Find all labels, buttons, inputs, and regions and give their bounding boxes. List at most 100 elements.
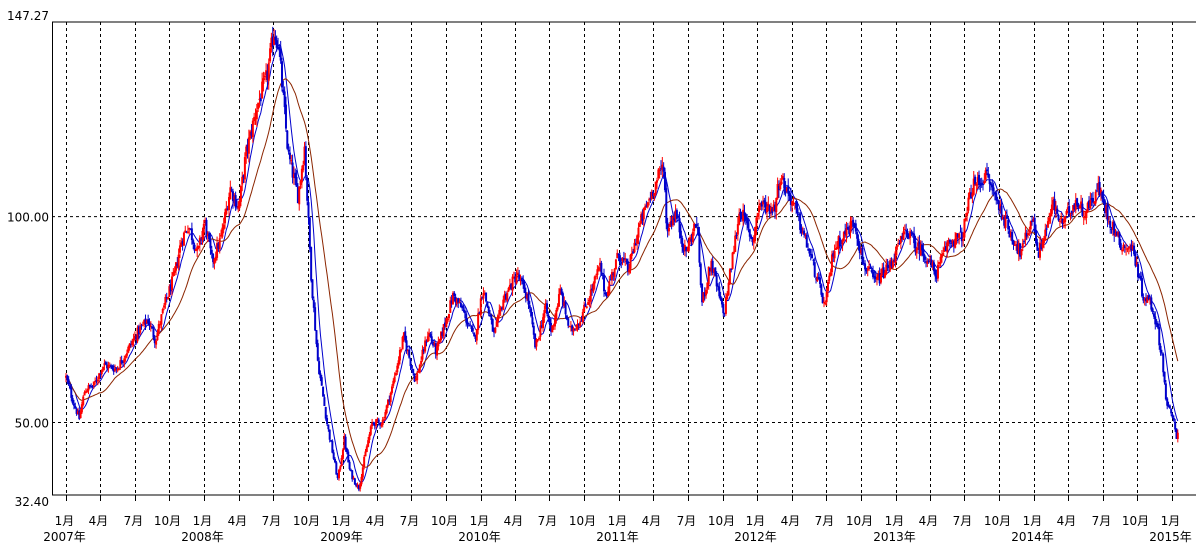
candle-body xyxy=(95,380,98,382)
candle-body xyxy=(681,237,684,247)
candle-body xyxy=(948,239,951,243)
candle-body xyxy=(291,162,294,178)
candle-body xyxy=(432,341,435,346)
candle-body xyxy=(103,363,106,366)
candle-body xyxy=(91,385,94,387)
candle-body xyxy=(398,349,401,361)
candle-body xyxy=(980,183,983,185)
candle-body xyxy=(124,355,127,358)
x-tick-year-label: 2008年 xyxy=(181,530,224,544)
candle-body xyxy=(849,221,852,233)
x-tick-month-label: 7月 xyxy=(124,514,144,528)
candle-body xyxy=(824,302,827,304)
candle-body xyxy=(1137,264,1140,278)
candle-body xyxy=(511,276,514,291)
candle-body xyxy=(1029,221,1032,230)
candle-body xyxy=(68,385,71,389)
candle-body xyxy=(251,120,254,138)
candle-body xyxy=(364,451,367,457)
candle-body xyxy=(208,234,211,240)
candle-body xyxy=(538,337,541,340)
candle-body xyxy=(320,377,323,386)
candle-body xyxy=(902,231,905,240)
candle-body xyxy=(873,275,876,278)
candle-body xyxy=(1046,221,1049,228)
candle-body xyxy=(581,311,584,323)
candle-body xyxy=(1062,220,1065,223)
candle-body xyxy=(486,301,489,307)
candle-body xyxy=(638,223,641,227)
candle-body xyxy=(742,209,745,222)
candle-body xyxy=(66,375,69,381)
candle-body xyxy=(917,242,920,247)
candle-body xyxy=(1004,215,1007,228)
candle-body xyxy=(503,294,506,301)
candle-body xyxy=(952,241,955,247)
candle-body xyxy=(340,457,343,467)
candle-body xyxy=(984,170,987,180)
candle-body xyxy=(163,305,166,308)
candle-body xyxy=(314,307,317,331)
candle-body xyxy=(803,230,806,235)
y-tick-label: 50.00 xyxy=(15,417,49,431)
candle-body xyxy=(1013,244,1016,246)
candle-body xyxy=(1015,244,1018,246)
candle-body xyxy=(673,217,676,221)
candle-body xyxy=(176,263,179,266)
candle-body xyxy=(387,399,390,406)
candle-body xyxy=(812,259,815,261)
candle-body xyxy=(145,320,148,324)
candle-body xyxy=(970,192,973,199)
candle-body xyxy=(1045,228,1048,230)
candle-body xyxy=(1110,228,1113,230)
candle-body xyxy=(756,212,759,217)
candle-body xyxy=(596,269,599,276)
candle-body xyxy=(1166,398,1169,406)
candle-body xyxy=(433,342,436,345)
candle-body xyxy=(67,379,70,385)
candle-body xyxy=(603,274,606,292)
candle-body xyxy=(801,232,804,234)
candle-body xyxy=(318,361,321,374)
candle-body xyxy=(283,91,286,108)
candle-body xyxy=(507,287,510,292)
candle-body xyxy=(121,361,124,363)
candle-body xyxy=(919,244,922,256)
candle-body xyxy=(417,371,420,373)
candle-body xyxy=(259,97,262,102)
candle-body xyxy=(628,269,631,273)
candle-body xyxy=(907,235,910,239)
candle-body xyxy=(666,222,669,232)
candle-body xyxy=(632,251,635,254)
candle-body xyxy=(852,219,855,227)
candle-body xyxy=(565,315,568,320)
candle-body xyxy=(560,288,563,295)
candle-body xyxy=(114,368,117,371)
candle-body xyxy=(234,195,237,208)
candle-body xyxy=(743,211,746,216)
candle-body xyxy=(385,405,388,414)
candle-body xyxy=(781,176,784,180)
y-tick-label: 32.40 xyxy=(15,495,49,509)
candle-body xyxy=(791,201,794,206)
candle-body xyxy=(443,322,446,326)
candle-body xyxy=(799,213,802,230)
candle-body xyxy=(816,276,819,281)
candle-body xyxy=(428,332,431,337)
candle-body xyxy=(993,192,996,195)
candle-body xyxy=(551,325,554,333)
candle-body xyxy=(502,299,505,310)
candle-body xyxy=(1025,233,1028,237)
candle-body xyxy=(396,365,399,373)
candle-body xyxy=(817,277,820,280)
candle-body xyxy=(299,180,302,185)
candle-body xyxy=(894,251,897,264)
candle-body xyxy=(621,258,624,261)
candle-body xyxy=(100,370,103,375)
candle-body xyxy=(347,451,350,463)
candle-body xyxy=(141,324,144,326)
candle-body xyxy=(359,483,362,489)
candle-body xyxy=(1001,216,1004,220)
candle-body xyxy=(447,313,450,319)
candle-body xyxy=(238,200,241,209)
